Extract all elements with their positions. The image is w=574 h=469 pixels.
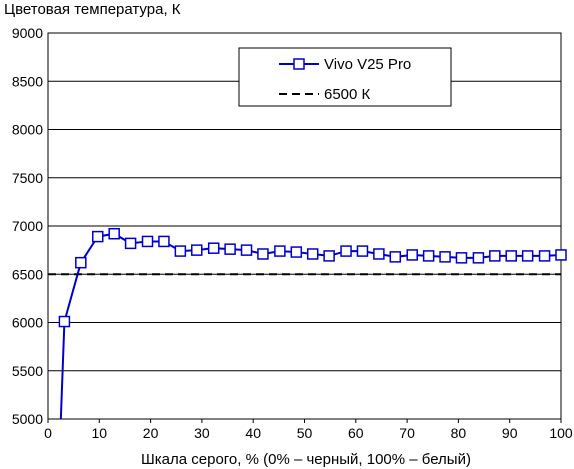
legend-vivo-marker-icon: [293, 58, 305, 70]
y-tick-label: 7000: [12, 218, 43, 234]
data-point-marker: [455, 252, 468, 264]
data-point-marker: [389, 251, 402, 263]
data-point-marker: [373, 248, 385, 260]
data-point-marker: [356, 245, 369, 257]
data-point-marker: [124, 237, 137, 250]
x-tick-label: 40: [245, 425, 261, 441]
data-point-marker: [191, 244, 203, 256]
x-tick-label: 90: [502, 425, 518, 441]
data-point-marker: [257, 248, 269, 260]
data-point-marker: [555, 249, 567, 261]
data-point-marker: [75, 256, 87, 269]
data-point-marker: [174, 245, 187, 257]
legend-vivo-label: Vivo V25 Pro: [324, 56, 411, 73]
y-tick-label: 5500: [12, 363, 43, 379]
y-tick-labels: 5000 5500 6000 6500 7000 7500 8000 8500 9000: [12, 25, 43, 427]
data-point-marker: [158, 235, 170, 248]
data-point-marker: [505, 250, 517, 262]
data-point-marker: [306, 248, 319, 260]
legend-box: [238, 47, 452, 107]
data-point-marker: [472, 252, 485, 264]
y-tick-label: 8000: [12, 122, 43, 138]
y-tick-label: 6500: [12, 266, 43, 282]
data-point-marker: [108, 227, 120, 240]
data-point-marker: [274, 245, 286, 257]
y-tick-label: 9000: [12, 25, 43, 41]
data-point-marker: [290, 246, 303, 258]
x-tick-label: 100: [549, 425, 573, 441]
chart-title: Цветовая температура, К: [4, 1, 181, 18]
data-point-marker: [240, 244, 253, 256]
legend-6500k-label: 6500 К: [324, 86, 371, 103]
data-point-marker: [92, 230, 104, 243]
data-point-marker: [489, 250, 501, 262]
series-layer: [48, 227, 567, 420]
data-point-marker: [323, 250, 335, 262]
data-point-marker: [207, 242, 220, 254]
legend: Vivo V25 Pro 6500 К: [238, 47, 452, 107]
y-tick-label: 8500: [12, 73, 43, 89]
x-tick-labels: 0 10 20 30 40 50 60 70 80 90 100: [44, 419, 573, 441]
x-tick-label: 60: [348, 425, 364, 441]
data-point-marker: [58, 315, 71, 328]
data-point-marker: [406, 249, 418, 261]
data-point-marker: [340, 245, 352, 257]
x-tick-label: 10: [92, 425, 108, 441]
x-tick-label: 0: [44, 425, 52, 441]
data-point-marker: [538, 250, 551, 262]
x-tick-label: 20: [143, 425, 159, 441]
x-axis-label: Шкала серого, % (0% – черный, 100% – бел…: [141, 451, 471, 468]
data-point-marker: [439, 251, 451, 263]
y-tick-label: 6000: [12, 315, 43, 331]
data-point-marker: [521, 250, 534, 262]
data-point-marker: [141, 235, 154, 248]
x-tick-label: 30: [194, 425, 210, 441]
x-tick-label: 80: [451, 425, 467, 441]
y-tick-label: 5000: [12, 411, 43, 427]
x-tick-label: 70: [399, 425, 415, 441]
data-point-marker: [224, 243, 236, 255]
x-tick-label: 50: [297, 425, 313, 441]
y-tick-label: 7500: [12, 170, 43, 186]
data-point-marker: [422, 250, 435, 262]
